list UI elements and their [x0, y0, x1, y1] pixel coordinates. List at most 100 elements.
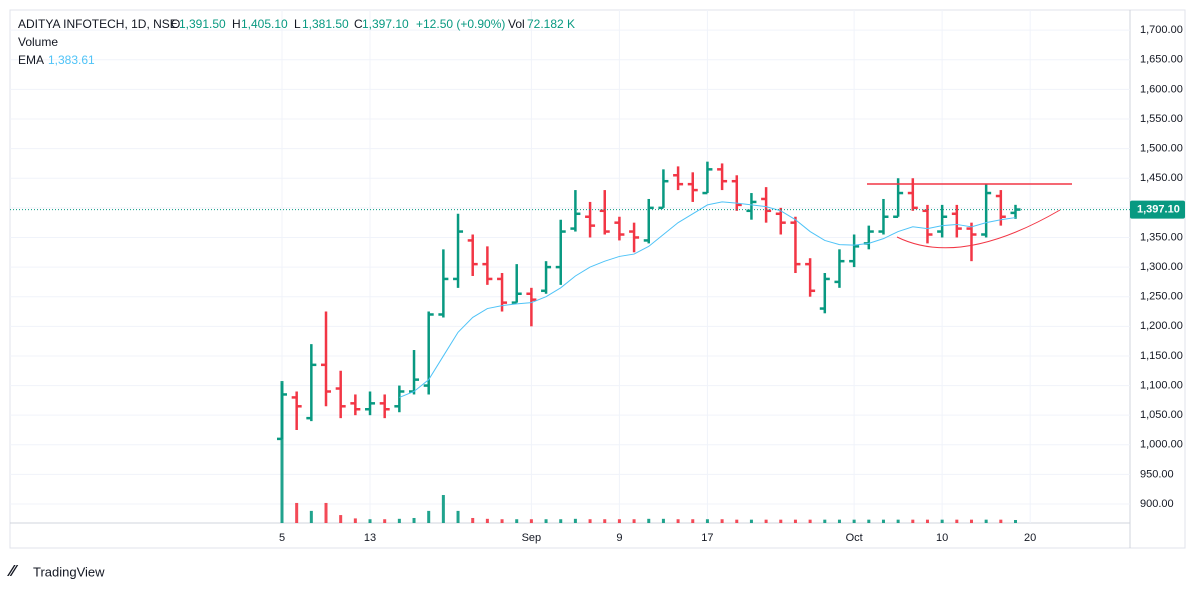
- volume-bar: [1014, 519, 1017, 523]
- x-tick-label: Oct: [846, 532, 863, 544]
- volume-bar: [720, 519, 724, 523]
- y-tick-label: 1,550.00: [1140, 113, 1183, 125]
- volume-bar: [588, 519, 592, 523]
- ema-value: 1,383.61: [48, 53, 95, 67]
- c-label: C: [354, 17, 363, 31]
- h-label: H: [232, 17, 241, 31]
- y-tick-label: 1,700.00: [1140, 24, 1183, 36]
- change: +12.50 (+0.90%): [416, 17, 505, 31]
- volume-bar: [896, 519, 900, 523]
- volume-bar: [603, 519, 607, 523]
- brand: TradingView: [33, 564, 105, 579]
- volume-bar: [661, 518, 665, 523]
- volume-bar: [955, 519, 959, 523]
- volume-bar: [471, 517, 475, 523]
- x-tick-label: 17: [701, 532, 713, 544]
- volume-bar: [544, 519, 548, 523]
- vol-label: Vol: [508, 17, 525, 31]
- x-tick-label: 5: [279, 532, 285, 544]
- volume-bar: [280, 381, 284, 523]
- volume-bar: [925, 519, 929, 523]
- volume-bar: [647, 518, 651, 523]
- volume-bar: [808, 519, 812, 523]
- volume-bar: [881, 519, 885, 523]
- volume-bar: [940, 519, 944, 523]
- y-tick-label: 1,150.00: [1140, 350, 1183, 362]
- volume-bar: [969, 519, 973, 523]
- volume-bar: [500, 519, 504, 523]
- volume-bar: [867, 519, 871, 523]
- volume-bar: [559, 519, 563, 523]
- symbol: ADITYA INFOTECH, 1D, NSE: [18, 17, 178, 31]
- y-tick-label: 1,100.00: [1140, 379, 1183, 391]
- volume-bar: [324, 502, 328, 523]
- volume-bar: [309, 510, 313, 523]
- volume-bar: [691, 519, 695, 523]
- volume-bar: [368, 519, 372, 523]
- volume-bar: [295, 502, 299, 523]
- volume-bar: [529, 519, 533, 523]
- volume-bar: [823, 519, 827, 523]
- volume-bar: [999, 519, 1003, 523]
- curve-drawing: [896, 209, 1061, 249]
- y-tick-label: 1,300.00: [1140, 261, 1183, 273]
- volume-bar: [735, 519, 739, 523]
- y-tick-label: 1,600.00: [1140, 83, 1183, 95]
- volume-bar: [632, 519, 636, 523]
- volume-bar: [779, 519, 783, 523]
- y-tick-label: 1,350.00: [1140, 231, 1183, 243]
- volume-bar: [911, 519, 915, 523]
- o-label: O: [171, 17, 180, 31]
- c-value: 1,397.10: [362, 17, 409, 31]
- volume-bar: [852, 519, 856, 523]
- last-price-label: 1,397.10: [1137, 203, 1180, 215]
- volume-bar: [397, 518, 401, 523]
- logo-mark: ⁄⁄: [7, 563, 19, 580]
- l-value: 1,381.50: [302, 17, 349, 31]
- volume-bar: [749, 519, 753, 523]
- volume-bar: [617, 519, 621, 523]
- grid: [10, 10, 1130, 523]
- x-tick-label: Sep: [522, 532, 542, 544]
- ema-name: EMA: [18, 53, 44, 67]
- y-tick-label: 1,050.00: [1140, 409, 1183, 421]
- volume-bar: [764, 519, 768, 523]
- volume-bar: [412, 517, 416, 523]
- last-price-box: [1130, 200, 1185, 219]
- y-tick-label: 1,250.00: [1140, 291, 1183, 303]
- volume-bar: [984, 519, 988, 523]
- volume-bar: [353, 518, 357, 523]
- volume-bar: [705, 519, 709, 523]
- volume-bar: [793, 519, 797, 523]
- y-tick-label: 900.00: [1140, 498, 1174, 510]
- y-tick-label: 1,450.00: [1140, 172, 1183, 184]
- x-tick-label: 13: [364, 532, 376, 544]
- y-tick-label: 1,200.00: [1140, 320, 1183, 332]
- volume-bar: [515, 519, 519, 523]
- marks: [277, 161, 1021, 523]
- volume-bar: [456, 510, 460, 523]
- x-tick-label: 10: [936, 532, 948, 544]
- y-tick-label: 1,650.00: [1140, 54, 1183, 66]
- x-tick-label: 20: [1024, 532, 1036, 544]
- ema-line: [399, 201, 1016, 398]
- y-tick-label: 1,000.00: [1140, 439, 1183, 451]
- volume-bar: [441, 495, 445, 523]
- h-value: 1,405.10: [241, 17, 288, 31]
- x-tick-label: 9: [616, 532, 622, 544]
- volume-bar: [339, 515, 343, 523]
- volume-bar: [485, 518, 489, 523]
- o-value: 1,391.50: [179, 17, 226, 31]
- y-tick-label: 1,500.00: [1140, 143, 1183, 155]
- l-label: L: [294, 17, 301, 31]
- volume-bar: [573, 518, 577, 523]
- frame: [9, 9, 1186, 549]
- volume-bar: [676, 519, 680, 523]
- volume-bar: [383, 519, 387, 523]
- volume-bar: [837, 519, 841, 523]
- volume-name: Volume: [18, 35, 58, 49]
- vol-value: 72.182 K: [527, 17, 575, 31]
- volume-bar: [427, 510, 431, 523]
- y-tick-label: 950.00: [1140, 468, 1174, 480]
